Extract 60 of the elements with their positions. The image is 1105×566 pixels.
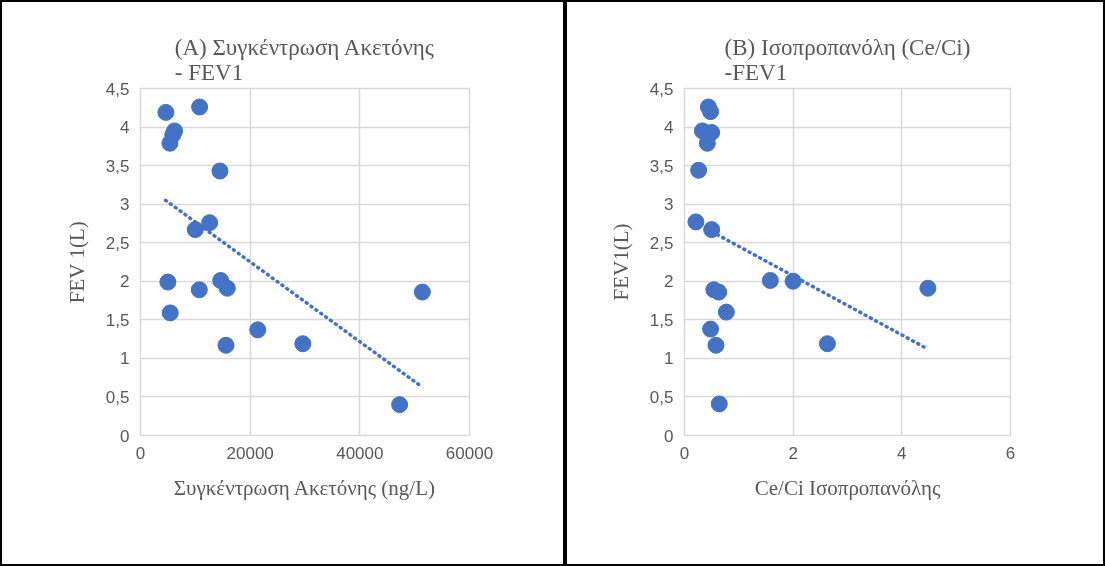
y-tick-label: 0 <box>120 426 130 446</box>
point <box>761 272 779 289</box>
x-tick-label: 6 <box>1005 443 1016 463</box>
point <box>161 304 179 322</box>
y-tick-label: 4 <box>120 118 130 138</box>
point <box>211 162 229 180</box>
point <box>218 279 236 297</box>
point <box>702 320 720 338</box>
x-tick-label: 60000 <box>445 443 494 463</box>
point <box>159 273 177 291</box>
x-tick-label: 0 <box>679 443 690 463</box>
y-axis-title: FEV 1(L) <box>64 221 89 304</box>
y-tick-label: 4,5 <box>649 79 674 99</box>
point <box>818 335 836 353</box>
chart-title: (B) Ισοπροπανόλη (Ce/Ci) -FEV1 <box>724 34 971 85</box>
y-tick-label: 1 <box>120 349 130 369</box>
point <box>919 279 937 297</box>
point <box>690 161 708 179</box>
point <box>186 221 204 239</box>
point <box>710 395 728 413</box>
point <box>717 303 735 321</box>
point <box>391 396 409 414</box>
y-tick-label: 4,5 <box>105 79 130 99</box>
x-tick-label: 20000 <box>226 443 274 463</box>
y-tick-label: 3,5 <box>649 156 674 176</box>
x-tick-label: 0 <box>135 443 146 463</box>
y-tick-label: 2 <box>664 272 674 292</box>
y-tick-label: 1 <box>664 349 674 369</box>
y-tick-label: 4 <box>664 118 674 138</box>
y-axis-title: FEV1(L) <box>608 223 633 301</box>
point <box>702 103 720 121</box>
point <box>249 321 267 339</box>
y-tick-label: 0,5 <box>105 387 130 407</box>
y-tick-label: 1,5 <box>105 310 130 330</box>
point <box>707 336 725 354</box>
y-tick-label: 2,5 <box>105 233 130 253</box>
x-axis-title: Ce/Ci Ισοπροπανόλης <box>754 475 941 500</box>
y-tick-label: 3,5 <box>105 156 130 176</box>
point <box>190 281 208 299</box>
x-tick-label: 4 <box>897 443 907 463</box>
point <box>191 98 209 116</box>
y-tick-label: 2 <box>120 272 130 292</box>
y-tick-label: 0 <box>664 426 674 446</box>
x-tick-label: 40000 <box>336 443 384 463</box>
point <box>161 134 179 152</box>
point <box>294 335 312 353</box>
point <box>413 283 431 301</box>
x-tick-label: 2 <box>788 443 798 463</box>
chart-title: (A) Συγκέντρωση Ακετόνης - FEV1 <box>174 34 434 85</box>
point <box>687 213 705 231</box>
y-tick-label: 1,5 <box>649 310 674 330</box>
y-tick-label: 2,5 <box>649 233 674 253</box>
point <box>201 214 219 232</box>
x-axis-title: Συγκέντρωση Ακετόνης (ng/L) <box>173 475 435 500</box>
y-tick-label: 3 <box>664 195 674 215</box>
y-tick-label: 3 <box>120 195 130 215</box>
point <box>217 336 235 354</box>
point <box>703 221 721 239</box>
y-tick-label: 0,5 <box>649 387 674 407</box>
point <box>157 103 175 121</box>
